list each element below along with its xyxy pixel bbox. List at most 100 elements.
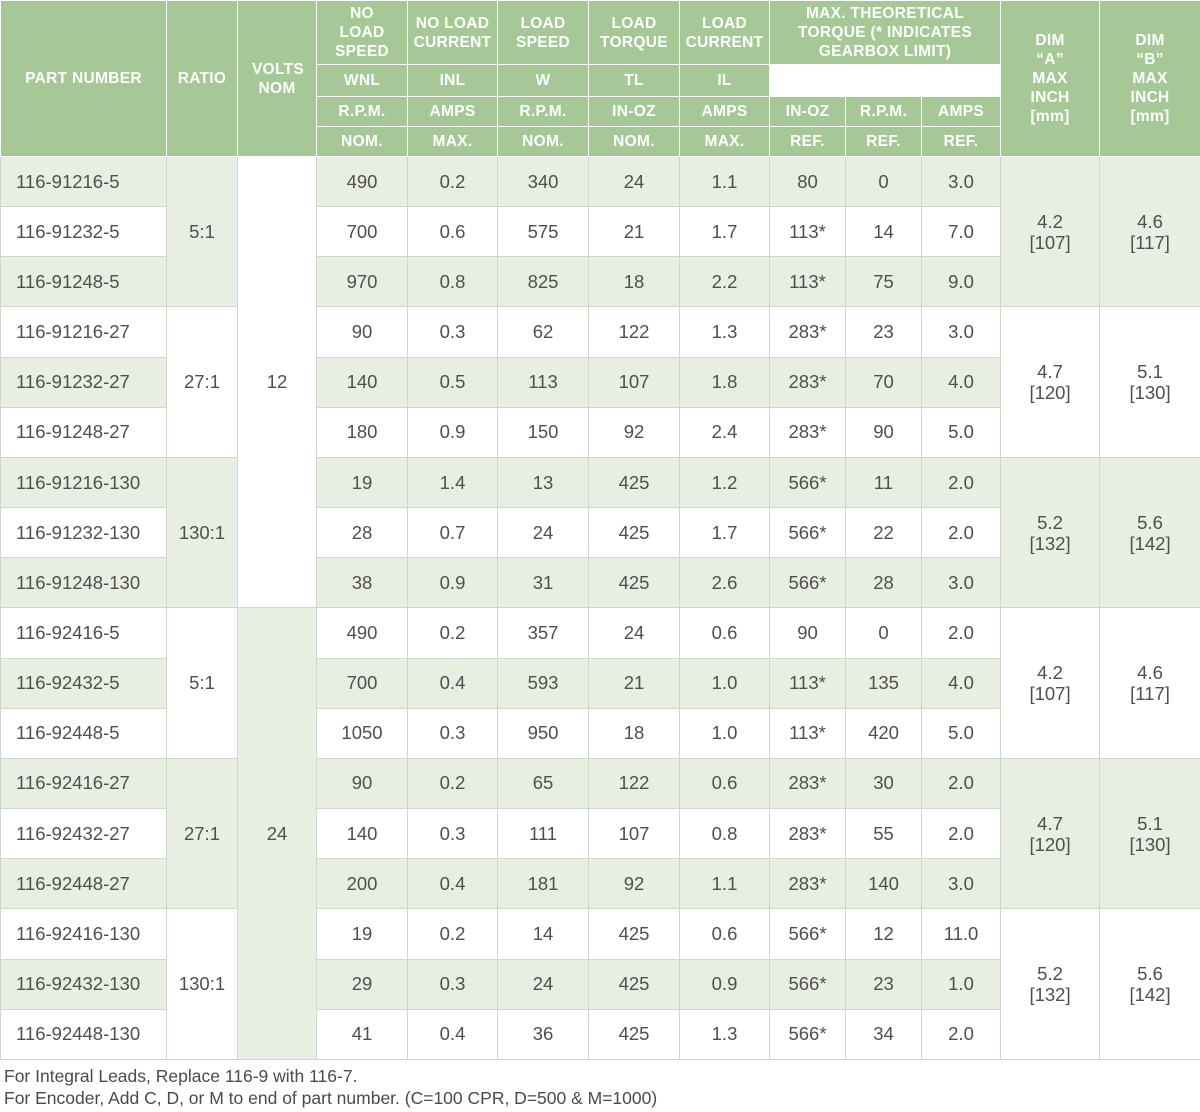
max-torque-cell: 80 [769, 155, 846, 208]
dim-b-inch: 5.1 [1137, 812, 1163, 834]
max-torque-cell: 90 [769, 607, 846, 659]
load-current-cell: 1.7 [679, 206, 770, 258]
header-qualifier: MAX. [679, 126, 770, 157]
header-qualifier: NOM. [497, 126, 589, 157]
no-load-current-cell: 0.2 [407, 908, 498, 960]
table-row: 116-92432-27 140 0.3 111 107 0.8 283* 55 2.0 [0, 808, 1200, 860]
max-torque-amps-cell: 2.0 [920, 507, 1002, 559]
no-load-speed-cell: 19 [316, 456, 408, 509]
footnote-integral-leads: For Integral Leads, Replace 116-9 with 1… [4, 1066, 358, 1086]
load-torque-cell: 425 [588, 1008, 680, 1061]
no-load-speed-cell: 90 [316, 757, 408, 810]
no-load-speed-cell: 490 [316, 607, 408, 659]
part-number-cell: 116-91248-130 [0, 557, 167, 609]
no-load-speed-cell: 140 [316, 356, 408, 408]
table-row: 116-91232-130 28 0.7 24 425 1.7 566* 22 2.0 [0, 507, 1200, 559]
header-symbol: WNL [316, 64, 408, 97]
table-row: 116-91216-27 27:1 90 0.3 62 122 1.3 283* 23 3.0 4.… [0, 306, 1200, 458]
part-number-cell: 116-91216-130 [0, 456, 167, 509]
header-symbol: W [497, 64, 589, 97]
load-current-cell: 0.6 [679, 607, 770, 659]
load-speed-cell: 357 [497, 607, 589, 659]
max-torque-rpm-cell: 14 [845, 206, 922, 258]
load-current-cell: 2.4 [679, 406, 770, 458]
load-torque-cell: 425 [588, 908, 680, 960]
load-current-cell: 1.0 [679, 657, 770, 709]
dim-a-inch: 4.7 [1037, 812, 1063, 834]
load-torque-cell: 425 [588, 557, 680, 609]
header-dim-b: DIM “B” MAX INCH [mm] [1099, 0, 1200, 157]
dim-a-mm: [132] [1029, 532, 1071, 554]
header-dim-a: DIM “A” MAX INCH [mm] [1000, 0, 1101, 157]
no-load-current-cell: 0.2 [407, 607, 498, 659]
no-load-current-cell: 0.7 [407, 507, 498, 559]
dim-b-cell: 5.1 [130] [1099, 306, 1200, 458]
no-load-current-cell: 1.4 [407, 456, 498, 509]
table-row: 116-91248-27 180 0.9 150 92 2.4 283* 90 5.0 [0, 406, 1200, 458]
header-qualifier: MAX. [407, 126, 498, 157]
header-symbol: TL [588, 64, 680, 97]
max-torque-cell: 566* [769, 908, 846, 960]
header-unit: IN-OZ [588, 96, 680, 127]
load-torque-cell: 122 [588, 306, 680, 358]
part-number-cell: 116-91232-130 [0, 507, 167, 559]
max-torque-cell: 283* [769, 356, 846, 408]
part-number-cell: 116-92416-27 [0, 757, 167, 810]
max-torque-cell: 283* [769, 406, 846, 458]
max-torque-rpm-cell: 30 [845, 757, 922, 810]
dim-a-mm: [107] [1029, 231, 1071, 253]
header-unit: AMPS [920, 96, 1002, 127]
load-current-cell: 2.2 [679, 256, 770, 308]
dim-a-inch: 5.2 [1037, 511, 1063, 533]
table-row: 116-92432-5 700 0.4 593 21 1.0 113* 135 4.0 [0, 657, 1200, 709]
header-ratio: RATIO [166, 0, 238, 157]
motor-spec-table: PART NUMBER RATIO VOLTS NOM NO LOAD SPEE… [0, 0, 1200, 1061]
max-torque-rpm-cell: 23 [845, 306, 922, 358]
load-speed-cell: 181 [497, 858, 589, 910]
table-row: 116-92416-27 27:1 90 0.2 65 122 0.6 283* 30 2.0 4.… [0, 757, 1200, 910]
no-load-speed-cell: 700 [316, 206, 408, 258]
dim-b-inch: 4.6 [1137, 210, 1163, 232]
max-torque-rpm-cell: 90 [845, 406, 922, 458]
header-no-load-current: NO LOAD CURRENT [407, 0, 498, 65]
header-qualifier: REF. [769, 126, 846, 157]
header-unit: AMPS [679, 96, 770, 127]
load-torque-cell: 425 [588, 507, 680, 559]
dim-b-mm: [130] [1129, 833, 1171, 855]
header-qualifier: NOM. [588, 126, 680, 157]
max-torque-rpm-cell: 75 [845, 256, 922, 308]
load-current-cell: 1.3 [679, 306, 770, 358]
header-load-speed: LOAD SPEED [497, 0, 589, 65]
load-torque-cell: 92 [588, 406, 680, 458]
max-torque-cell: 283* [769, 858, 846, 910]
table-row: 116-91216-5 5:1 12 490 0.2 340 24 1.1 80 0 3.0 4.2[… [0, 155, 1200, 609]
dim-b-cell: 5.6 [142] [1099, 908, 1200, 1060]
table-row: 116-92448-27 200 0.4 181 92 1.1 283* 140 3.0 [0, 858, 1200, 910]
part-number-cell: 116-92448-130 [0, 1008, 167, 1061]
no-load-current-cell: 0.9 [407, 406, 498, 458]
table-row: 116-91216-130 130:1 19 1.4 13 425 1.2 566* 11 2.0… [0, 456, 1200, 609]
volts-cell: 12 [237, 155, 317, 609]
max-torque-cell: 566* [769, 456, 846, 509]
dim-a-inch: 4.2 [1037, 210, 1063, 232]
no-load-current-cell: 0.2 [407, 155, 498, 208]
max-torque-amps-cell: 3.0 [920, 557, 1002, 609]
load-current-cell: 1.0 [679, 707, 770, 759]
max-torque-cell: 566* [769, 1008, 846, 1061]
load-current-cell: 1.1 [679, 155, 770, 208]
dim-b-inch: 5.6 [1137, 963, 1163, 985]
load-current-cell: 0.6 [679, 757, 770, 810]
header-no-load-speed: NO LOAD SPEED [316, 0, 408, 65]
dim-a-cell: 4.2 [107] [1000, 607, 1101, 759]
load-current-cell: 1.8 [679, 356, 770, 408]
load-torque-cell: 107 [588, 808, 680, 860]
no-load-current-cell: 0.5 [407, 356, 498, 408]
max-torque-cell: 283* [769, 808, 846, 860]
max-torque-cell: 283* [769, 306, 846, 358]
max-torque-amps-cell: 3.0 [920, 858, 1002, 910]
no-load-current-cell: 0.9 [407, 557, 498, 609]
table-row: 116-92432-130 29 0.3 24 425 0.9 566* 23 1.0 [0, 958, 1200, 1010]
no-load-speed-cell: 38 [316, 557, 408, 609]
dim-b-cell: 4.6 [117] [1099, 155, 1200, 308]
part-number-cell: 116-92432-5 [0, 657, 167, 709]
